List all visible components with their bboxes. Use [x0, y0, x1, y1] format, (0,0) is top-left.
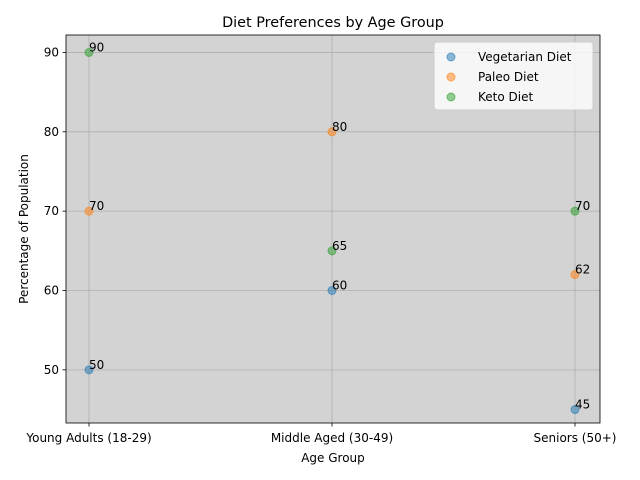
data-label: 65 [332, 239, 347, 253]
legend-box [433, 41, 594, 111]
chart-title: Diet Preferences by Age Group [222, 15, 444, 31]
data-label: 70 [89, 199, 104, 213]
legend-marker [446, 72, 456, 82]
x-axis-label: Age Group [301, 451, 365, 465]
data-point [327, 127, 337, 137]
x-tick-label: Middle Aged (30-49) [271, 431, 393, 445]
x-tick-label: Seniors (50+) [534, 431, 617, 445]
data-point [570, 270, 580, 280]
data-point [84, 206, 94, 216]
data-label: 80 [332, 120, 347, 134]
data-label: 62 [575, 263, 590, 277]
data-points [84, 47, 580, 415]
legend-label: Paleo Diet [478, 70, 539, 84]
legend-label: Vegetarian Diet [478, 50, 572, 64]
data-label: 60 [332, 278, 347, 292]
y-axis-ticks: 50 60 70 80 90 [44, 45, 66, 377]
data-point [327, 246, 337, 256]
legend-marker [446, 92, 456, 102]
plot-frame [65, 34, 601, 424]
data-point [570, 206, 580, 216]
y-axis-label: Percentage of Population [17, 154, 31, 304]
legend: Vegetarian Diet Paleo Diet Keto Diet [433, 41, 594, 111]
legend-marker [446, 52, 456, 62]
x-axis-ticks: Young Adults (18-29) Middle Aged (30-49) S… [25, 423, 616, 445]
y-tick-label: 90 [44, 45, 59, 59]
data-label: 50 [89, 358, 104, 372]
data-point [327, 285, 337, 295]
data-labels: 50 60 45 70 80 62 90 65 70 [89, 40, 590, 411]
x-tick-label: Young Adults (18-29) [25, 431, 151, 445]
y-tick-label: 70 [44, 204, 59, 218]
data-point [84, 365, 94, 375]
y-tick-label: 60 [44, 283, 59, 297]
y-tick-label: 80 [44, 125, 59, 139]
data-label: 45 [575, 398, 590, 412]
legend-label: Keto Diet [478, 90, 533, 104]
data-label: 90 [89, 40, 104, 54]
data-label: 70 [575, 199, 590, 213]
y-tick-label: 50 [44, 363, 59, 377]
data-point [570, 405, 580, 415]
data-point [84, 47, 94, 57]
